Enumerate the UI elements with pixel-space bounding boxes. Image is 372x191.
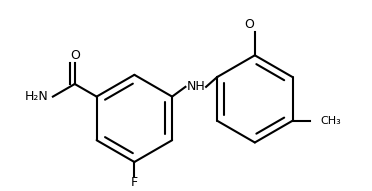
Text: NH: NH <box>186 80 205 93</box>
Text: O: O <box>70 49 80 62</box>
Text: F: F <box>131 176 138 189</box>
Text: CH₃: CH₃ <box>320 116 341 126</box>
Text: H₂N: H₂N <box>25 90 49 103</box>
Text: O: O <box>244 18 254 31</box>
